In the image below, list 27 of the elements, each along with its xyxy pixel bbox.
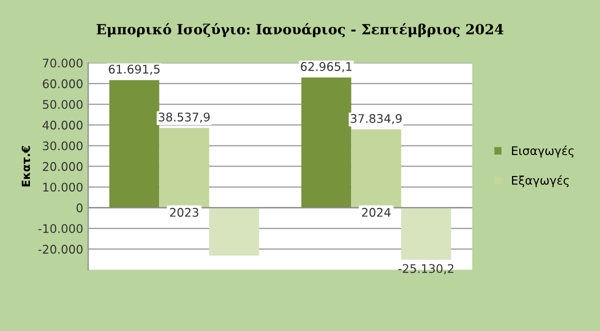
y-tick-label: 50.000 (42, 100, 83, 109)
y-tick-label: 30.000 (42, 141, 83, 150)
y-tick-label: 10.000 (43, 182, 83, 192)
data-label: 61.691,5 (108, 64, 160, 75)
x-tick-label: 2024 (362, 208, 391, 217)
x-tick-label: 2023 (170, 208, 198, 217)
data-label: 62.965,1 (300, 62, 352, 72)
bar (109, 80, 160, 208)
y-axis-title: Εκατ.€ (22, 146, 30, 186)
legend-label: Εξαγωγές (512, 175, 569, 188)
y-tick-label: 0 (76, 203, 83, 212)
y-tick-label: 40.000 (42, 120, 83, 130)
legend-label: Εισαγωγές (512, 146, 574, 158)
bar (401, 208, 452, 260)
bar (159, 128, 210, 208)
y-tick-label: 20.000 (42, 162, 83, 171)
y-tick-label: -10.000 (38, 224, 83, 234)
data-label: 37.834,9 (350, 114, 402, 124)
data-label: -25.130,2 (398, 264, 454, 274)
y-tick-label: 60.000 (42, 79, 83, 88)
chart-title: Εμπορικό Ισοζύγιο: Ιανουάριος - Σεπτέμβριος 2024 (96, 23, 504, 38)
data-label: 38.537,9 (158, 112, 210, 123)
y-tick-label: -20.000 (38, 244, 83, 254)
bar (301, 77, 352, 208)
bar (351, 129, 402, 208)
bar (209, 208, 260, 256)
y-tick-label: 70.000 (43, 58, 83, 68)
